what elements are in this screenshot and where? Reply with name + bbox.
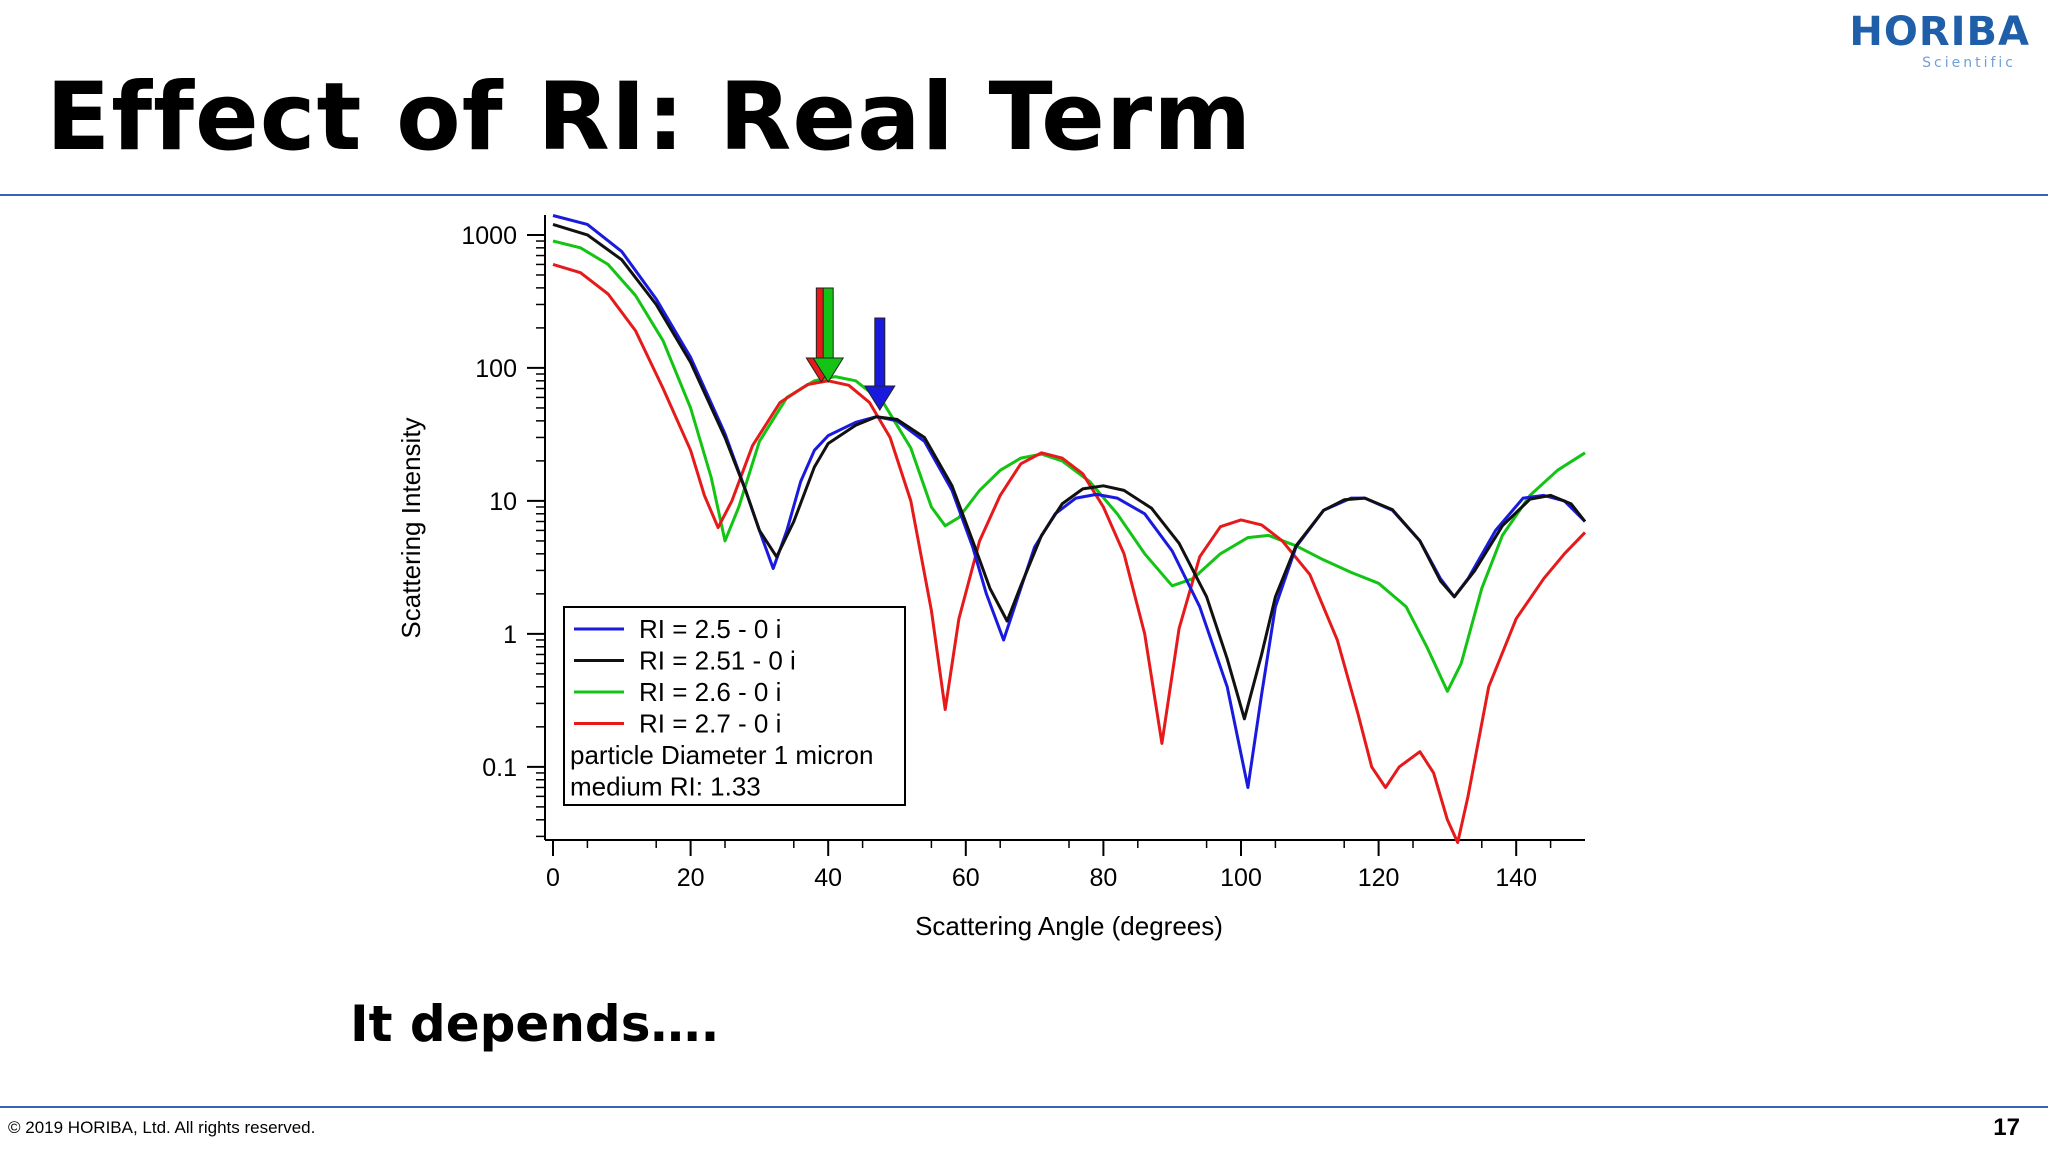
y-axis-title: Scattering Intensity xyxy=(396,417,426,638)
x-axis-title: Scattering Angle (degrees) xyxy=(915,911,1223,941)
x-tick-label: 140 xyxy=(1495,864,1537,892)
legend-note-1: particle Diameter 1 micron xyxy=(570,740,873,770)
horiba-logo: HORIBA Scientific xyxy=(1849,9,2030,71)
title-divider xyxy=(0,194,2048,196)
legend-label-1: RI = 2.5 - 0 i xyxy=(639,614,781,644)
copyright-notice: © 2019 HORIBA, Ltd. All rights reserved. xyxy=(8,1118,316,1137)
legend-label-2: RI = 2.51 - 0 i xyxy=(639,646,796,676)
series-line-4 xyxy=(552,262,1587,844)
y-tick-label: 10 xyxy=(489,488,517,516)
slide-title: Effect of RI: Real Term xyxy=(46,63,1253,172)
annotation-arrow-2 xyxy=(812,287,845,383)
legend-box xyxy=(563,606,906,806)
logo-tagline: Scientific xyxy=(1922,55,2016,71)
logo-name: HORIBA xyxy=(1849,9,2030,55)
x-tick-label: 80 xyxy=(1089,864,1117,892)
legend-label-3: RI = 2.6 - 0 i xyxy=(639,677,781,707)
x-tick-label: 60 xyxy=(952,864,980,892)
annotation-arrow-3 xyxy=(863,317,896,411)
y-tick-label: 1 xyxy=(503,621,517,649)
legend-label-4: RI = 2.7 - 0 i xyxy=(639,709,781,739)
x-tick-label: 40 xyxy=(814,864,842,892)
y-tick-label: 0.1 xyxy=(482,754,517,782)
x-tick-label: 0 xyxy=(546,864,560,892)
legend-note-2: medium RI: 1.33 xyxy=(570,772,761,802)
y-tick-label: 1000 xyxy=(461,222,517,250)
slide-subtitle: It depends…. xyxy=(350,995,720,1053)
footer-divider xyxy=(0,1106,2048,1108)
x-tick-label: 20 xyxy=(677,864,705,892)
x-tick-label: 120 xyxy=(1358,864,1400,892)
x-tick-label: 100 xyxy=(1220,864,1262,892)
series-line-2 xyxy=(552,222,1587,721)
y-tick-label: 100 xyxy=(475,355,517,383)
page-number: 17 xyxy=(1993,1114,2020,1141)
